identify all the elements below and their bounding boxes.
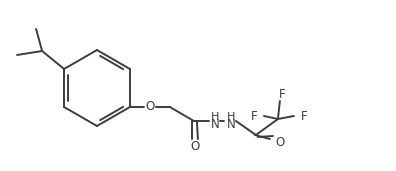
Text: O: O — [275, 136, 285, 149]
Text: H: H — [227, 112, 235, 122]
Text: O: O — [145, 101, 154, 114]
Text: F: F — [301, 109, 307, 122]
Text: N: N — [227, 117, 235, 130]
Text: F: F — [279, 88, 285, 101]
Text: O: O — [190, 140, 200, 153]
Text: N: N — [211, 117, 219, 130]
Text: F: F — [251, 109, 257, 122]
Text: H: H — [211, 112, 219, 122]
